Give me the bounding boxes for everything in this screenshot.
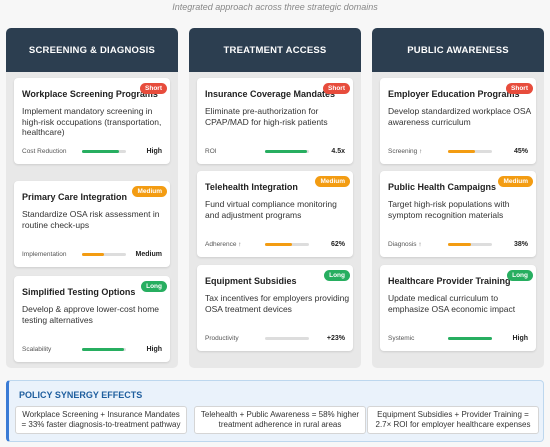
metric-bar-fill — [448, 242, 471, 246]
metric-label: Scalability — [22, 345, 52, 353]
card-title: Public Health Campaigns — [388, 182, 497, 192]
policy-synergy-panel: POLICY SYNERGY EFFECTS Workplace Screeni… — [6, 380, 544, 442]
card-description: Develop standardized workplace OSA aware… — [388, 106, 531, 127]
metric-label: Implementation — [22, 250, 67, 258]
card-title: Insurance Coverage Mandates — [205, 89, 336, 99]
metric-bar — [82, 252, 126, 256]
card-metric: Adherence ↑ 62% — [205, 239, 345, 249]
card-description: Tax incentives for employers providing O… — [205, 293, 350, 314]
policy-card-equipment-subsidies: Equipment Subsidies Long Tax incentives … — [197, 265, 353, 351]
metric-label: Productivity — [205, 334, 239, 342]
metric-value: Medium — [135, 250, 162, 258]
policy-card-primary-care: Primary Care Integration Medium Standard… — [14, 181, 170, 267]
policy-card-telehealth: Telehealth Integration Medium Fund virtu… — [197, 171, 353, 257]
card-description: Standardize OSA risk assessment in routi… — [22, 209, 160, 230]
column-header: TREATMENT ACCESS — [189, 28, 361, 72]
card-metric: Diagnosis ↑ 38% — [388, 239, 528, 249]
metric-label: Systemic — [388, 334, 415, 342]
synergy-item: Equipment Subsidies + Provider Training … — [367, 406, 539, 434]
card-description: Develop & approve lower-cost home testin… — [22, 304, 160, 325]
policy-card-public-health-campaigns: Public Health Campaigns Medium Target hi… — [380, 171, 536, 257]
synergy-item: Telehealth + Public Awareness = 58% high… — [194, 406, 366, 434]
metric-bar — [265, 336, 309, 340]
column-treatment-access: TREATMENT ACCESS Insurance Coverage Mand… — [189, 28, 361, 368]
metric-bar-fill — [82, 149, 120, 153]
timeframe-badge: Medium — [315, 176, 350, 187]
policy-card-insurance-mandates: Insurance Coverage Mandates Short Elimin… — [197, 78, 353, 164]
metric-value: High — [146, 147, 162, 155]
column-public-awareness: PUBLIC AWARENESS Employer Education Prog… — [372, 28, 544, 368]
metric-bar — [448, 149, 492, 153]
timeframe-badge: Medium — [498, 176, 533, 187]
policy-card-simplified-testing: Simplified Testing Options Long Develop … — [14, 276, 170, 362]
card-title: Telehealth Integration — [205, 182, 298, 192]
card-metric: Cost Reduction High — [22, 146, 162, 156]
metric-label: Screening ↑ — [388, 147, 423, 155]
policy-card-employer-education: Employer Education Programs Short Develo… — [380, 78, 536, 164]
card-description: Target high-risk populations with sympto… — [388, 199, 510, 220]
column-screening-diagnosis: SCREENING & DIAGNOSIS Workplace Screenin… — [6, 28, 178, 368]
metric-label: ROI — [205, 147, 217, 155]
card-title: Workplace Screening Programs — [22, 89, 158, 99]
metric-bar — [265, 242, 309, 246]
card-metric: Systemic High — [388, 333, 528, 343]
metric-bar — [82, 149, 126, 153]
metric-label: Cost Reduction — [22, 147, 67, 155]
card-title: Employer Education Programs — [388, 89, 520, 99]
card-metric: Scalability High — [22, 344, 162, 354]
timeframe-badge: Long — [141, 281, 167, 292]
metric-bar-fill — [448, 336, 492, 340]
card-description: Eliminate pre-authorization for CPAP/MAD… — [205, 106, 328, 127]
timeframe-badge: Short — [140, 83, 167, 94]
card-metric: Screening ↑ 45% — [388, 146, 528, 156]
column-header: PUBLIC AWARENESS — [372, 28, 544, 72]
card-description: Implement mandatory screening in high-ri… — [22, 106, 162, 137]
metric-bar — [448, 242, 492, 246]
metric-value: 38% — [513, 240, 528, 248]
policy-card-workplace-screening: Workplace Screening Programs Short Imple… — [14, 78, 170, 164]
metric-bar-fill — [448, 149, 476, 153]
metric-label: Adherence ↑ — [205, 240, 242, 248]
metric-value: 62% — [330, 240, 345, 248]
metric-bar-fill — [265, 242, 293, 246]
metric-bar — [265, 149, 309, 153]
metric-bar-fill — [265, 149, 307, 153]
card-metric: Implementation Medium — [22, 249, 162, 259]
timeframe-badge: Short — [506, 83, 533, 94]
card-title: Healthcare Provider Training — [388, 276, 511, 286]
metric-value: 4.5x — [331, 147, 345, 155]
metric-value: High — [512, 334, 528, 342]
card-title: Simplified Testing Options — [22, 287, 136, 297]
metric-bar-fill — [82, 252, 104, 256]
card-metric: ROI 4.5x — [205, 146, 345, 156]
card-title: Primary Care Integration — [22, 192, 128, 202]
synergy-item: Workplace Screening + Insurance Mandates… — [15, 406, 187, 434]
card-description: Update medical curriculum to emphasize O… — [388, 293, 516, 314]
card-title: Equipment Subsidies — [205, 276, 297, 286]
metric-value: High — [146, 345, 162, 353]
metric-bar — [82, 347, 126, 351]
metric-label: Diagnosis ↑ — [388, 240, 422, 248]
metric-value: +23% — [326, 334, 345, 342]
timeframe-badge: Short — [323, 83, 350, 94]
diagram-subtitle: Integrated approach across three strateg… — [172, 2, 378, 12]
timeframe-badge: Medium — [132, 186, 167, 197]
metric-bar — [448, 336, 492, 340]
timeframe-badge: Long — [324, 270, 350, 281]
policy-card-provider-training: Healthcare Provider Training Long Update… — [380, 265, 536, 351]
column-header: SCREENING & DIAGNOSIS — [6, 28, 178, 72]
metric-bar-fill — [82, 347, 124, 351]
metric-value: 45% — [513, 147, 528, 155]
synergy-title: POLICY SYNERGY EFFECTS — [19, 390, 143, 400]
card-metric: Productivity +23% — [205, 333, 345, 343]
timeframe-badge: Long — [507, 270, 533, 281]
card-description: Fund virtual compliance monitoring and a… — [205, 199, 337, 220]
